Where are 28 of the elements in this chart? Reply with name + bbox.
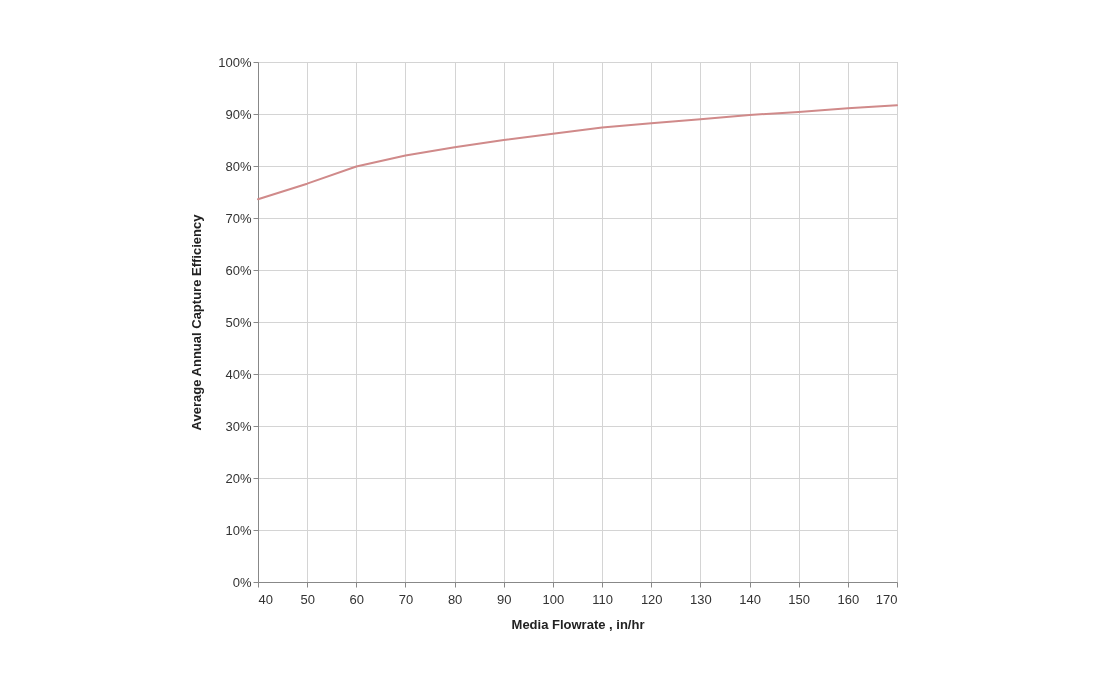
y-tick-label: 90%	[225, 106, 252, 122]
y-tick-label: 80%	[225, 158, 252, 174]
x-tick-label: 110	[592, 591, 613, 607]
x-tick-label: 130	[690, 591, 712, 607]
line-series	[257, 104, 898, 201]
x-tick-label: 120	[640, 591, 663, 607]
y-tick-label: 10%	[225, 522, 252, 538]
x-tick-label: 150	[788, 591, 811, 607]
x-tick-label: 100	[542, 591, 565, 607]
x-tick-label: 170	[875, 591, 898, 607]
x-tick-label: 140	[739, 591, 761, 607]
y-tick-label: 20%	[225, 470, 252, 486]
x-tick-label: 160	[837, 591, 860, 607]
x-axis-title: Media Flowrate , in/hr	[511, 616, 645, 632]
y-tick-label: 40%	[225, 366, 252, 382]
x-tick-label: 90	[497, 591, 512, 607]
x-tick-label: 50	[300, 591, 315, 607]
y-tick-label: 100%	[218, 54, 252, 70]
y-axis-title: Average Annual Capture Efficiency	[189, 213, 205, 431]
x-tick-label: 80	[447, 591, 463, 607]
x-tick-label: 70	[398, 591, 414, 607]
y-tick-label: 50%	[225, 314, 252, 330]
y-tick-label: 70%	[225, 210, 252, 226]
y-tick-label: 0%	[232, 574, 252, 590]
y-tick-label: 60%	[225, 262, 252, 278]
x-tick-label: 40	[258, 591, 273, 607]
x-tick-label: 60	[349, 591, 365, 607]
y-tick-label: 30%	[225, 418, 252, 434]
